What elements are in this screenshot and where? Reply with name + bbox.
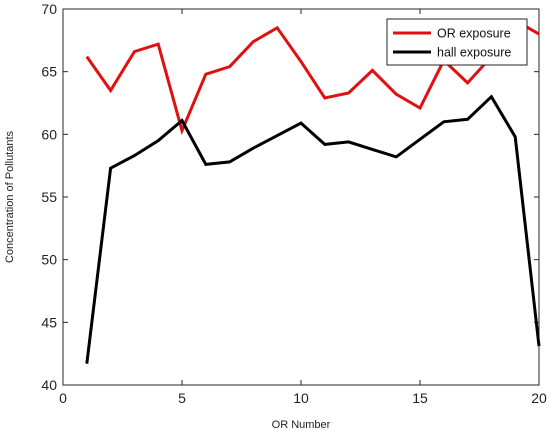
y-tick-label: 45 <box>41 314 57 330</box>
x-tick-label: 10 <box>293 390 309 406</box>
y-tick-label: 40 <box>41 377 57 393</box>
legend-label: OR exposure <box>437 27 511 41</box>
series-line-or-exposure <box>85 18 540 136</box>
legend: OR exposure hall exposure <box>386 18 528 66</box>
y-tick-label: 70 <box>41 1 57 17</box>
legend-box <box>386 18 528 66</box>
y-tick-label: 60 <box>41 126 57 142</box>
plot-area: 0 5 10 15 20 40 45 50 55 60 65 70 <box>41 1 547 406</box>
y-tick-label: 55 <box>41 189 57 205</box>
x-tick-label: 5 <box>178 390 186 406</box>
x-axis-label: OR Number <box>272 419 331 431</box>
x-tick-label: 0 <box>59 390 67 406</box>
y-tick-label: 65 <box>41 64 57 80</box>
legend-label: hall exposure <box>437 46 511 60</box>
x-tick-label: 15 <box>412 390 428 406</box>
y-axis-label: Concentration of Pollutants <box>4 130 16 263</box>
y-tick-label: 50 <box>41 252 57 268</box>
x-tick-label: 20 <box>531 390 547 406</box>
series-line-hall-exposure <box>85 94 541 364</box>
